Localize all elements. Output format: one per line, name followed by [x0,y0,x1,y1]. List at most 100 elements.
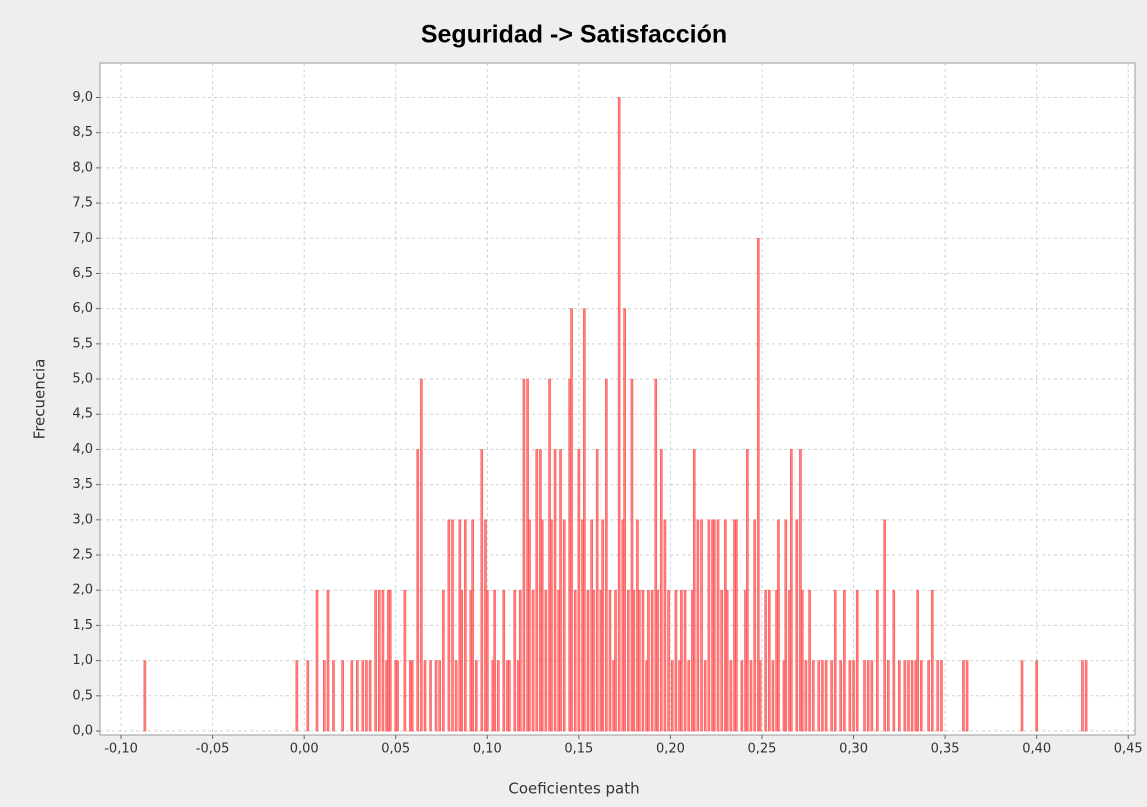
bar [605,378,608,732]
bar [965,660,969,732]
bar [464,519,467,732]
bar [377,589,381,732]
bar [930,589,934,732]
bar [692,449,696,732]
bar [650,589,654,732]
y-tick-label: 9,0 [72,90,93,105]
bar [654,378,658,732]
bar [749,660,753,732]
bar [592,589,595,732]
bar [696,519,700,732]
bar [848,660,852,732]
bar [637,589,641,732]
bar [876,589,879,732]
plot-area [99,62,1136,736]
bar [341,660,344,732]
bar [707,519,711,732]
bar [833,589,837,732]
bar [753,519,756,732]
x-tick-label: 0,35 [931,742,960,757]
bar [808,589,811,732]
bar [800,589,804,732]
bar [962,660,965,732]
bar [746,449,749,732]
bar [471,519,474,732]
bar [396,660,399,732]
y-tick-label: 3,5 [72,477,93,492]
bar [789,449,793,732]
y-axis-label: Frecuencia [31,359,49,440]
bar [892,589,896,732]
bar [420,378,423,732]
y-tick-label: 0,0 [72,723,93,738]
bar [595,449,599,732]
bar [817,660,821,732]
bar [535,449,539,732]
x-tick-label: 0,45 [1114,742,1143,757]
bar [659,449,663,732]
bar [916,589,919,732]
bar [513,589,517,732]
y-tick-label: 5,5 [72,336,93,351]
bar [442,589,445,732]
x-tick-label: 0,25 [748,742,777,757]
bar [355,660,359,732]
bar [866,660,870,732]
bar [700,519,703,732]
y-tick-label: 7,5 [72,196,93,211]
y-tick-label: 4,5 [72,407,93,422]
y-tick-label: 1,5 [72,618,93,633]
bar [680,589,683,732]
x-tick-label: -0,10 [104,742,138,757]
bar [518,589,522,732]
bar [295,660,299,732]
bar [531,589,535,732]
bar [735,519,738,732]
bar [887,660,890,732]
y-tick-label: 6,5 [72,266,93,281]
bar [883,519,886,732]
bar [614,589,617,732]
bar [656,589,659,732]
bar [777,519,780,732]
x-tick-label: 0,40 [1022,742,1051,757]
bar [843,589,846,732]
bar [486,589,489,732]
bar [540,519,544,732]
bar [306,660,310,732]
y-tick-label: 6,0 [72,301,93,316]
y-tick-label: 2,5 [72,548,93,563]
bar [903,660,907,732]
bar [863,660,866,732]
bar [454,660,458,732]
bar [416,449,420,732]
y-tick-label: 2,0 [72,583,93,598]
bar [365,660,368,732]
bar [326,589,330,732]
bar [623,308,626,732]
bar [663,519,667,732]
bar [910,660,914,732]
bar [795,519,799,732]
bar [583,308,586,732]
bar [528,519,531,732]
bar [940,660,943,732]
bar [586,589,590,732]
bar [703,660,707,732]
bar [1084,660,1088,732]
bar [570,308,573,732]
bar [350,660,354,732]
x-tick-label: 0,10 [473,742,502,757]
y-tick-label: 0,5 [72,688,93,703]
bar [687,660,691,732]
bar [573,589,577,732]
bar [784,519,788,732]
bar [368,660,372,732]
x-tick-label: 0,00 [290,742,319,757]
bar [1081,660,1084,732]
bar [434,660,438,732]
bar [493,589,496,732]
bar [550,519,553,732]
bar [1020,660,1024,732]
bar [544,589,548,732]
